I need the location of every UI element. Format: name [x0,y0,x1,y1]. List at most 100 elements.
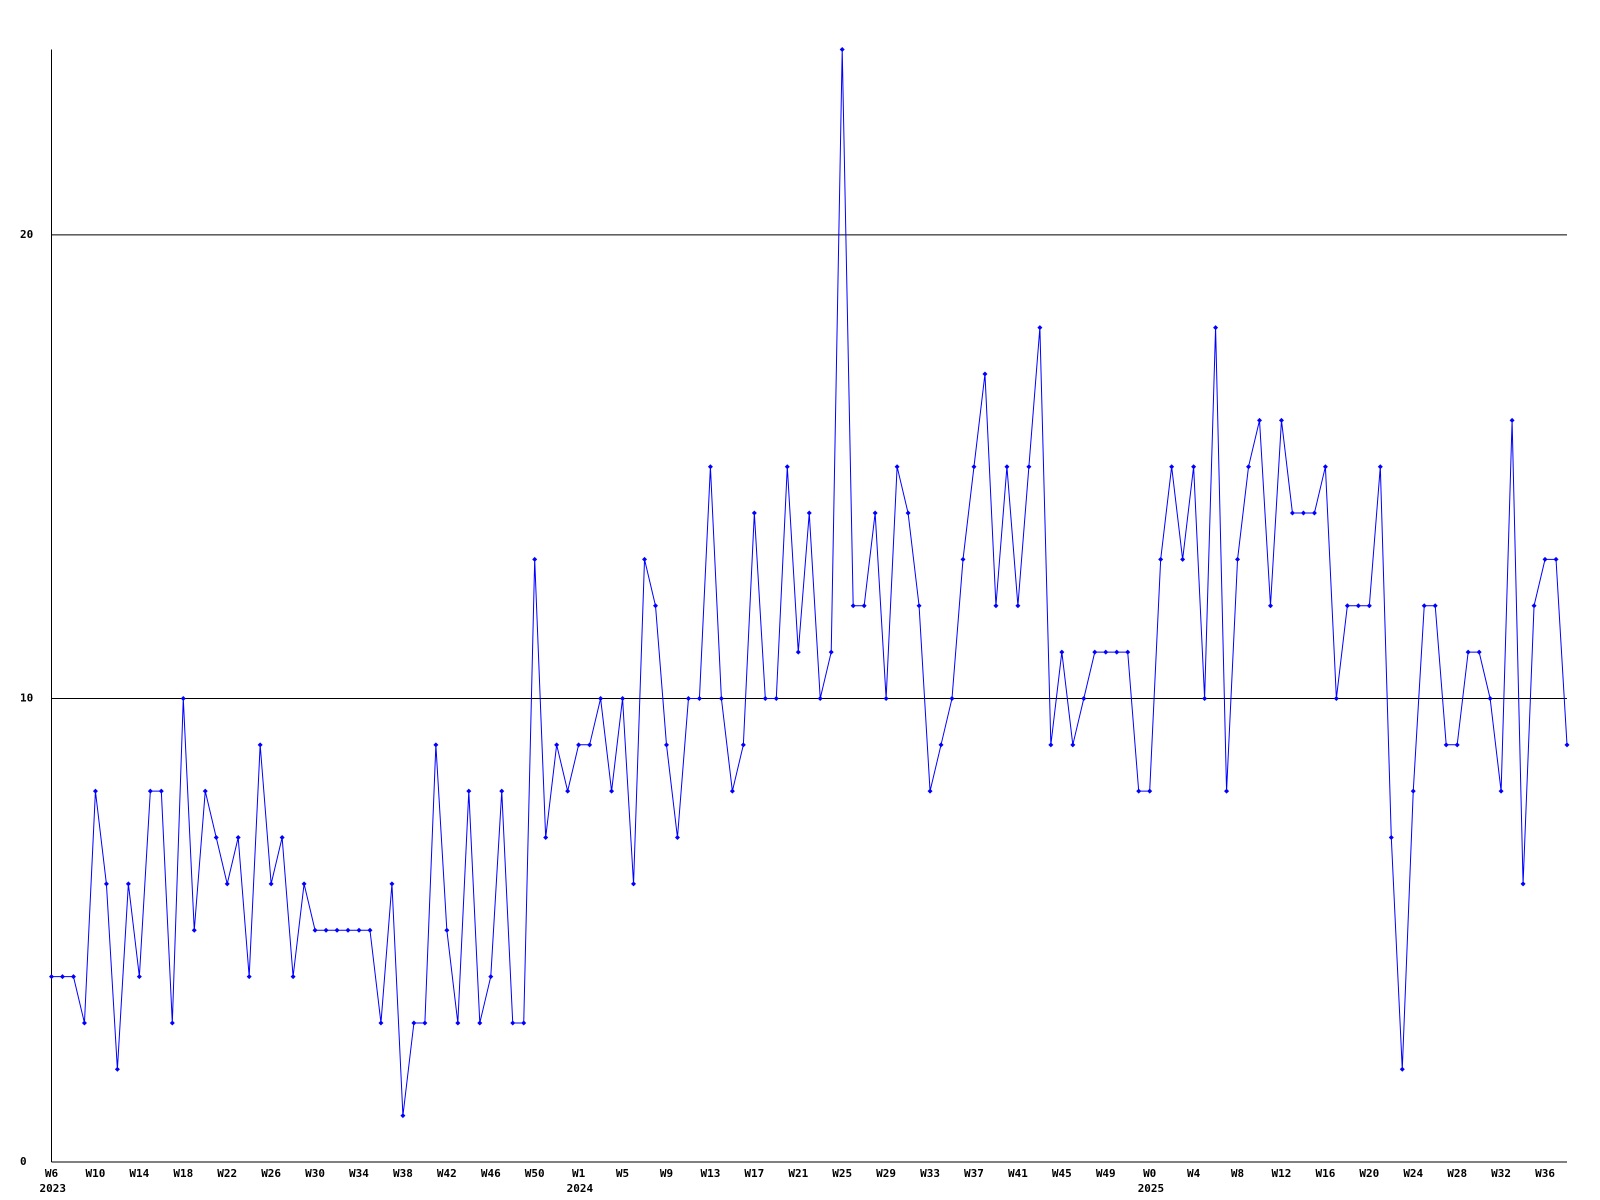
data-point [971,464,977,470]
x-tick-label: W10 [85,1167,105,1180]
x-tick-label: W22 [217,1167,237,1180]
data-point [685,695,691,701]
data-point [960,556,966,562]
data-point [1333,695,1339,701]
data-point [1037,325,1043,331]
data-point [1059,649,1065,655]
data-point [1191,464,1197,470]
data-point [938,742,944,748]
data-point [1103,649,1109,655]
x-tick-label: W20 [1359,1167,1379,1180]
x-tick-label: W30 [305,1167,325,1180]
data-point [894,464,900,470]
data-point [158,788,164,794]
x-tick-label: W46 [481,1167,501,1180]
data-point [1257,417,1263,423]
data-point [400,1113,406,1119]
data-point [510,1020,516,1026]
data-point [378,1020,384,1026]
data-point [1267,603,1273,609]
x-tick-label: W14 [129,1167,149,1180]
data-point [1487,695,1493,701]
data-point [1004,464,1010,470]
data-point [312,927,318,933]
x-tick-label: W18 [173,1167,193,1180]
data-point [631,881,637,887]
data-point [1366,603,1372,609]
data-point [1114,649,1120,655]
data-point [982,371,988,377]
data-point [246,974,252,980]
data-point [718,695,724,701]
data-point [1355,603,1361,609]
data-point [817,695,823,701]
x-tick-label: W0 [1143,1167,1156,1180]
data-point [554,742,560,748]
data-point [334,927,340,933]
data-point [1410,788,1416,794]
data-point [1202,695,1208,701]
data-point [290,974,296,980]
data-point [905,510,911,516]
data-point [367,927,373,933]
data-point [1388,835,1394,841]
data-point [499,788,505,794]
x-tick-label: W21 [788,1167,808,1180]
data-point [1246,464,1252,470]
data-point [433,742,439,748]
data-point [1432,603,1438,609]
data-line [51,49,1568,1116]
data-point [773,695,779,701]
x-tick-label: W24 [1403,1167,1423,1180]
data-point [861,603,867,609]
data-point [696,695,702,701]
data-point [411,1020,417,1026]
data-point [180,695,186,701]
data-point [191,927,197,933]
x-tick-label: W29 [876,1167,896,1180]
data-point [598,695,604,701]
data-point [1213,325,1219,331]
data-point [1136,788,1142,794]
data-point [729,788,735,794]
data-point [92,788,98,794]
data-point [707,464,713,470]
x-tick-label: W25 [832,1167,852,1180]
data-point [576,742,582,748]
x-tick-label: W33 [920,1167,940,1180]
data-point [202,788,208,794]
data-point [674,835,680,841]
data-point [642,556,648,562]
data-point [828,649,834,655]
data-point [1311,510,1317,516]
x-tick-label: W45 [1052,1167,1072,1180]
y-tick-label: 20 [20,228,33,241]
data-point [916,603,922,609]
x-tick-label: W37 [964,1167,984,1180]
data-point [389,881,395,887]
data-point [1344,603,1350,609]
data-point [1564,742,1570,748]
data-point [257,742,263,748]
data-point [949,695,955,701]
data-point [1520,881,1526,887]
data-point [1081,695,1087,701]
data-point [839,47,845,52]
data-point [587,742,593,748]
data-point [1125,649,1131,655]
x-tick-label: W4 [1187,1167,1201,1180]
data-point [444,927,450,933]
x-tick-label: W8 [1231,1167,1244,1180]
x-tick-label: W1 [572,1167,586,1180]
year-label: 2025 [1138,1182,1165,1195]
data-point [49,974,54,980]
data-point [1454,742,1460,748]
data-point [59,974,65,980]
data-point [114,1066,120,1072]
data-point [1300,510,1306,516]
x-tick-label: W32 [1491,1167,1511,1180]
x-tick-label: W5 [616,1167,629,1180]
data-point [125,881,131,887]
